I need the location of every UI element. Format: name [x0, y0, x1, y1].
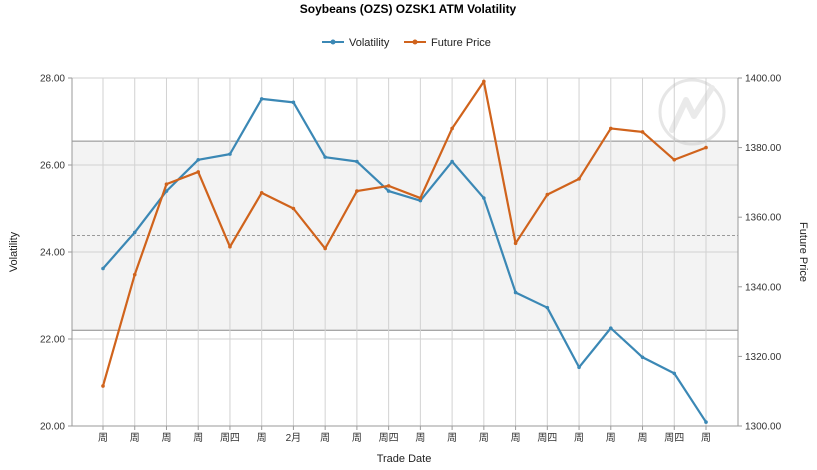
data-point-volatility[interactable]	[291, 100, 296, 105]
series-line-volatility	[102, 97, 707, 423]
data-point-future-price[interactable]	[132, 272, 137, 277]
data-point-volatility[interactable]	[640, 355, 645, 360]
y-tick-label: 28.00	[40, 74, 65, 85]
data-point-future-price[interactable]	[101, 384, 105, 388]
data-point-future-price[interactable]	[640, 130, 645, 134]
data-point-future-price[interactable]	[196, 170, 201, 174]
x-tick-label: 周	[447, 432, 457, 444]
data-point-volatility[interactable]	[228, 152, 232, 156]
x-tick-label: 周	[638, 432, 648, 444]
y-tick-label: 26.00	[40, 161, 65, 172]
data-point-volatility[interactable]	[704, 420, 708, 424]
x-tick-label: 周	[98, 432, 108, 444]
series-line-future-price	[101, 80, 707, 387]
legend[interactable]: Volatility Future Price	[322, 37, 491, 49]
data-point-future-price[interactable]	[355, 189, 359, 193]
chart-title: Soybeans (OZS) OZSK1 ATM Volatility	[300, 2, 517, 16]
watermark-logo-icon	[658, 78, 726, 146]
x-tick-label: 周	[574, 432, 584, 444]
data-point-volatility[interactable]	[545, 305, 550, 310]
data-point-volatility[interactable]	[132, 230, 137, 235]
x-tick-label: 周	[606, 432, 616, 444]
data-point-future-price[interactable]	[545, 192, 550, 197]
data-point-volatility[interactable]	[450, 159, 454, 164]
legend-item-future-price[interactable]: Future Price	[404, 37, 491, 49]
legend-item-volatility[interactable]: Volatility	[322, 37, 390, 49]
x-axis-ticks: 周 周 周 周 周四 周 2月 周 周 周四 周 周 周 周 周四 周 周 周 周四 周	[98, 426, 711, 444]
x-tick-label: 周	[352, 432, 362, 444]
data-point-volatility[interactable]	[259, 97, 264, 101]
y2-tick-label: 1320.00	[745, 352, 782, 363]
data-point-future-price[interactable]	[450, 126, 454, 131]
data-point-future-price[interactable]	[672, 157, 677, 162]
y2-axis-title: Future Price	[797, 222, 809, 282]
data-point-future-price[interactable]	[164, 182, 169, 186]
legend-label-future-price: Future Price	[431, 37, 491, 49]
data-point-volatility[interactable]	[323, 155, 327, 159]
data-point-future-price[interactable]	[259, 191, 264, 195]
legend-label-volatility: Volatility	[349, 37, 390, 49]
data-point-volatility[interactable]	[101, 266, 105, 271]
data-point-future-price[interactable]	[577, 177, 581, 181]
x-tick-label: 周	[130, 432, 140, 444]
x-tick-label: 周	[161, 432, 171, 444]
y2-tick-label: 1340.00	[745, 282, 782, 293]
x-tick-label: 周四	[220, 432, 240, 444]
data-point-future-price[interactable]	[513, 241, 518, 246]
data-point-future-price[interactable]	[608, 126, 613, 131]
data-point-future-price[interactable]	[228, 244, 232, 249]
y2-tick-label: 1360.00	[745, 213, 782, 224]
data-point-volatility[interactable]	[672, 371, 677, 376]
x-tick-label: 周四	[664, 432, 684, 444]
x-tick-label: 周	[193, 432, 203, 444]
data-point-volatility[interactable]	[355, 159, 359, 164]
data-point-future-price[interactable]	[482, 79, 486, 84]
x-tick-label: 周四	[379, 432, 399, 444]
y-axis-title: Volatility	[8, 231, 20, 272]
data-point-future-price[interactable]	[418, 196, 423, 200]
data-point-volatility[interactable]	[164, 189, 169, 193]
data-point-future-price[interactable]	[291, 206, 296, 211]
data-point-future-price[interactable]	[323, 246, 327, 251]
x-tick-label: 2月	[286, 432, 302, 444]
x-tick-label: 周	[320, 432, 330, 444]
x-tick-label: 周四	[537, 432, 557, 444]
x-tick-label: 周	[257, 432, 267, 444]
data-point-volatility[interactable]	[386, 189, 391, 193]
y2-axis-ticks: 1300.00 1320.00 1340.00 1360.00 1380.00 1400.…	[738, 74, 782, 433]
data-point-volatility[interactable]	[482, 196, 486, 200]
x-tick-label: 周	[511, 432, 521, 444]
x-tick-label: 周	[415, 432, 425, 444]
data-point-volatility[interactable]	[196, 157, 201, 162]
series-lines	[101, 79, 708, 424]
data-point-volatility[interactable]	[608, 326, 613, 330]
data-point-volatility[interactable]	[418, 198, 423, 203]
y2-tick-label: 1300.00	[745, 422, 782, 433]
gridlines	[72, 77, 738, 427]
y-tick-label: 20.00	[40, 422, 65, 433]
y-tick-label: 22.00	[40, 335, 65, 346]
legend-marker-future-price	[412, 39, 418, 45]
x-tick-label: 周	[701, 432, 711, 444]
data-point-volatility[interactable]	[577, 365, 581, 370]
x-axis-title: Trade Date	[377, 453, 432, 465]
y2-tick-label: 1380.00	[745, 143, 782, 154]
data-point-future-price[interactable]	[704, 145, 708, 150]
y-axis-ticks: 20.00 22.00 24.00 26.00 28.00	[40, 74, 72, 433]
y-tick-label: 24.00	[40, 248, 65, 259]
y2-tick-label: 1400.00	[745, 74, 782, 85]
data-point-volatility[interactable]	[513, 290, 518, 295]
legend-marker-volatility	[330, 39, 336, 45]
data-point-future-price[interactable]	[386, 184, 391, 188]
x-tick-label: 周	[479, 432, 489, 444]
